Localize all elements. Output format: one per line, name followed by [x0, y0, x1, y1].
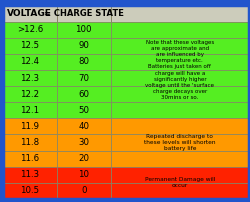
Bar	[110, 54, 249, 70]
Text: 40: 40	[78, 122, 89, 131]
Text: 30: 30	[78, 138, 89, 147]
Text: Permanent Damage will
occur: Permanent Damage will occur	[145, 177, 215, 188]
Text: 11.8: 11.8	[20, 138, 40, 147]
Bar	[3, 118, 57, 135]
Text: Repeated discharge to
these levels will shorten
battery life: Repeated discharge to these levels will …	[144, 134, 216, 151]
Text: 10: 10	[78, 170, 89, 179]
Text: 90: 90	[78, 41, 89, 50]
Text: 50: 50	[78, 106, 89, 115]
Bar	[3, 102, 57, 118]
Bar	[110, 38, 249, 54]
Bar	[110, 22, 249, 38]
Bar	[57, 70, 110, 86]
Text: 12.2: 12.2	[20, 90, 40, 99]
Text: VOLTAGE: VOLTAGE	[8, 9, 52, 18]
Bar	[3, 5, 57, 22]
Bar	[3, 38, 57, 54]
Text: 10.5: 10.5	[20, 186, 40, 195]
Bar	[110, 167, 249, 183]
Bar	[3, 167, 57, 183]
Bar	[3, 86, 57, 102]
Bar	[3, 70, 57, 86]
Bar	[3, 183, 57, 199]
Bar	[57, 183, 110, 199]
Text: 20: 20	[78, 154, 89, 163]
Bar	[57, 118, 110, 135]
Bar	[3, 135, 57, 151]
Bar	[3, 54, 57, 70]
Bar	[57, 5, 110, 22]
Text: >12.6: >12.6	[17, 25, 43, 34]
Bar	[110, 135, 249, 151]
Text: 100: 100	[76, 25, 92, 34]
Bar	[110, 183, 249, 199]
Text: Note that these voltages
are approximate and
are influenced by
temperature etc.
: Note that these voltages are approximate…	[146, 40, 214, 100]
Text: 12.5: 12.5	[20, 41, 40, 50]
Bar	[57, 86, 110, 102]
Text: 12.3: 12.3	[20, 74, 40, 83]
Bar	[57, 151, 110, 167]
Text: 12.4: 12.4	[20, 57, 40, 66]
Text: 60: 60	[78, 90, 89, 99]
Bar	[57, 102, 110, 118]
Bar	[110, 5, 249, 22]
Text: 80: 80	[78, 57, 89, 66]
Bar	[57, 22, 110, 38]
Bar	[3, 22, 57, 38]
Bar	[110, 86, 249, 102]
Bar	[110, 151, 249, 167]
Bar	[57, 135, 110, 151]
Text: 70: 70	[78, 74, 89, 83]
Bar	[57, 167, 110, 183]
Bar	[57, 38, 110, 54]
Bar	[110, 70, 249, 86]
Text: 12.1: 12.1	[20, 106, 40, 115]
Text: 11.9: 11.9	[20, 122, 40, 131]
Text: 0: 0	[81, 186, 86, 195]
Text: ≈ CHARGE STATE: ≈ CHARGE STATE	[44, 9, 124, 18]
Bar	[3, 151, 57, 167]
Bar	[110, 118, 249, 135]
Bar	[57, 54, 110, 70]
Text: 11.3: 11.3	[20, 170, 40, 179]
Text: 11.6: 11.6	[20, 154, 40, 163]
Bar	[110, 102, 249, 118]
